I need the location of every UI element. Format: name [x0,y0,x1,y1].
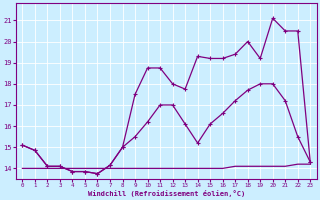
X-axis label: Windchill (Refroidissement éolien,°C): Windchill (Refroidissement éolien,°C) [88,190,245,197]
